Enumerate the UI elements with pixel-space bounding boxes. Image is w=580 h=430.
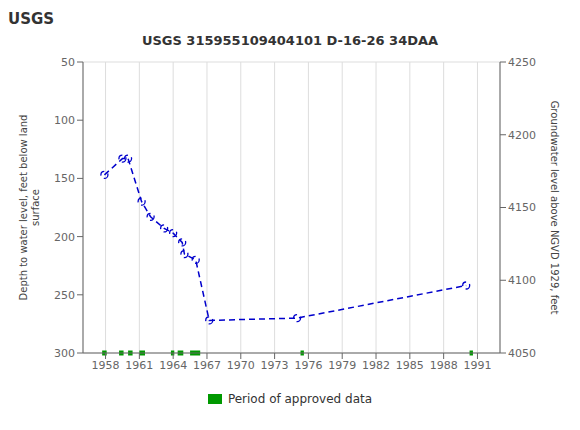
svg-text:1976: 1976 [294, 359, 322, 372]
svg-text:1961: 1961 [125, 359, 153, 372]
svg-text:200: 200 [54, 231, 75, 244]
svg-text:1967: 1967 [193, 359, 221, 372]
svg-text:100: 100 [54, 114, 75, 127]
svg-text:1973: 1973 [261, 359, 289, 372]
svg-text:4050: 4050 [508, 347, 536, 360]
svg-text:1988: 1988 [430, 359, 458, 372]
svg-text:1979: 1979 [328, 359, 356, 372]
html-text:USGS: USGS [8, 10, 55, 28]
svg-text:Depth to water level, feet bel: Depth to water level, feet below landsur… [18, 115, 41, 301]
svg-text:4250: 4250 [508, 56, 536, 69]
svg-text:300: 300 [54, 347, 75, 360]
svg-text:1991: 1991 [463, 359, 491, 372]
svg-text:250: 250 [54, 289, 75, 302]
svg-text:1982: 1982 [362, 359, 390, 372]
svg-text:1964: 1964 [159, 359, 187, 372]
svg-text:Groundwater level above NGVD 1: Groundwater level above NGVD 1929, feet [549, 101, 560, 315]
svg-text:4150: 4150 [508, 201, 536, 214]
html-text:USGS 315955109404101 D-16-26 3: USGS 315955109404101 D-16-26 34DAA [141, 33, 439, 48]
svg-text:150: 150 [54, 172, 75, 185]
svg-text:1970: 1970 [227, 359, 255, 372]
html-text:Period of approved data: Period of approved data [227, 392, 373, 406]
svg-text:4200: 4200 [508, 129, 536, 142]
svg-text:1958: 1958 [92, 359, 120, 372]
svg-text:1985: 1985 [396, 359, 424, 372]
svg-text:4100: 4100 [508, 274, 536, 287]
svg-text:50: 50 [61, 56, 75, 69]
